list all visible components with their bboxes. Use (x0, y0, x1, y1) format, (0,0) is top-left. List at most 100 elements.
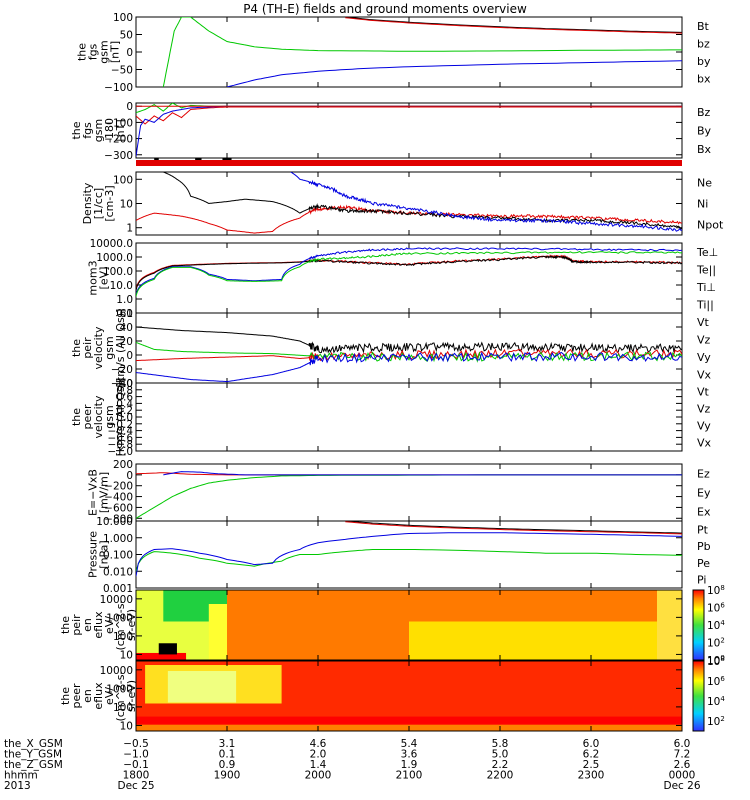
x-tick-value: 6.0 (583, 738, 600, 750)
x-tick-value: 1.9 (401, 759, 418, 771)
y-axis-label: [km/s (All Qs)] (114, 309, 127, 388)
legend-label: Bx (697, 143, 712, 156)
y-tick-label: 60 (120, 308, 133, 320)
y-axis-label: the (70, 121, 83, 139)
y-axis-label: [nT] (109, 41, 122, 63)
y-tick-label: 0.100 (103, 550, 133, 562)
y-tick-label: −0.2 (108, 419, 134, 431)
legend-label: Vt (697, 316, 710, 329)
y-tick-label: 0.010 (103, 566, 133, 578)
x-tick-value: −0.5 (123, 738, 149, 750)
x-tick-value: 2.0 (310, 749, 327, 761)
y-tick-label: −50 (111, 65, 133, 77)
colorbar-tick-label: 104 (707, 619, 725, 632)
y-tick-label: 100 (113, 12, 133, 24)
x-tick-value: 2.2 (492, 759, 509, 771)
y-tick-label: −100 (104, 117, 133, 129)
legend-label: Bz (697, 106, 711, 119)
y-tick-label: 10.0 (110, 280, 133, 292)
plot-frame (135, 16, 683, 88)
y-tick-label: 100 (113, 631, 133, 643)
series-line-Pi (136, 532, 682, 577)
x-tick-value: 7.2 (674, 749, 691, 761)
y-axis-label: the (59, 687, 72, 705)
spectrogram-gap (158, 643, 177, 655)
spectrogram-patch (208, 604, 227, 660)
spectrogram-patch (136, 716, 682, 724)
y-axis-label: sr-eV) (125, 609, 138, 641)
series-line-Te⊥ (136, 254, 682, 290)
y-axis-label: the (70, 339, 83, 357)
legend-label: Vy (697, 420, 711, 433)
y-tick-label: 10 (120, 199, 133, 211)
y-tick-label: 0.0 (116, 412, 133, 424)
x-tick-value: 2.6 (674, 759, 691, 771)
series-line-Vy (136, 341, 682, 363)
x-tick-value: 2200 (487, 770, 514, 782)
y-axis-label: [nPa] (98, 540, 111, 568)
y-tick-label: −100 (104, 82, 133, 94)
y-tick-label: 10.000 (96, 516, 133, 528)
panel-density: 100 10 1 Density[1/cc][cm-3] Ne Ni Npot (81, 171, 724, 236)
y-axis-label: en (81, 618, 94, 632)
plot-frame (135, 102, 683, 159)
y-axis-label: mom3 (87, 260, 100, 295)
y-tick-label: 10000 (100, 665, 133, 677)
legend-label: Te|| (696, 263, 716, 276)
y-tick-label: −0.8 (108, 439, 134, 451)
x-tick-value: −1.0 (123, 749, 149, 761)
x-tick-value: 2100 (396, 770, 423, 782)
y-tick-label: 1000 (106, 683, 133, 695)
x-axis-row-label: the_Y_GSM (4, 749, 62, 761)
legend-label: Ni (697, 198, 708, 211)
series-line-Ti⊥ (136, 247, 682, 295)
y-tick-label: −200 (104, 481, 133, 493)
y-axis-label: [cm-3] (103, 185, 116, 221)
y-tick-label: 50 (120, 30, 133, 42)
y-tick-label: 0.2 (116, 405, 133, 417)
panel-temperature: 10000.0 1000.0 100.0 10.0 1.0 0.1 mom3[eV] Te⊥ T… (87, 238, 719, 320)
y-axis-label: [eV] (98, 267, 111, 290)
x-tick-value: 0.9 (219, 759, 236, 771)
legend-label: Npot (697, 219, 724, 232)
legend-label: Ti⊥ (696, 281, 716, 294)
mode-indicator-tick (195, 158, 202, 160)
series-line-bz (345, 17, 682, 34)
legend-label: Vx (697, 437, 712, 450)
legend-label: Ti|| (696, 298, 714, 311)
series-line-Bz (136, 106, 682, 125)
series-line-Bt (345, 17, 682, 33)
mode-indicator-tick (154, 158, 159, 160)
colorbar-tick-label: 104 (707, 695, 725, 708)
y-axis-label: velocity (92, 326, 105, 369)
y-axis-label: Density (81, 182, 94, 224)
y-axis-label: -180 (103, 118, 116, 143)
panel-peer-velocity: 1.00.80.60.40.20.0−0.2−0.4−0.6−0.8−1.0 th… (70, 378, 712, 458)
x-axis-row-label: hhmm (4, 770, 38, 782)
figure-title: P4 (TH-E) fields and ground moments over… (243, 2, 527, 16)
series-line-Pb (345, 521, 682, 535)
series-line-Pt (345, 521, 682, 534)
legend-label: Vz (697, 333, 711, 346)
y-axis-label: peer (70, 683, 83, 709)
x-tick-value: 6.0 (674, 738, 691, 750)
mode-indicator-tick (222, 158, 232, 160)
y-axis-label: Pressure (87, 531, 100, 578)
y-tick-label: 40 (120, 322, 133, 334)
y-tick-label: 10 (120, 649, 133, 661)
y-tick-label: −20 (111, 364, 133, 376)
y-axis-label: eV/ (103, 687, 116, 705)
spectrogram-patch (167, 671, 237, 703)
x-tick-value: 2.5 (583, 759, 600, 771)
colorbar-tick-label: 106 (707, 602, 725, 615)
y-tick-label: −1.0 (108, 446, 134, 458)
legend-label: Pe (697, 557, 710, 570)
y-axis-label: sr-eV) (125, 680, 138, 712)
y-axis-label: [km/s (All Qs)] (114, 378, 127, 457)
legend-label: bz (697, 37, 710, 50)
legend-label: Ex (697, 506, 711, 519)
